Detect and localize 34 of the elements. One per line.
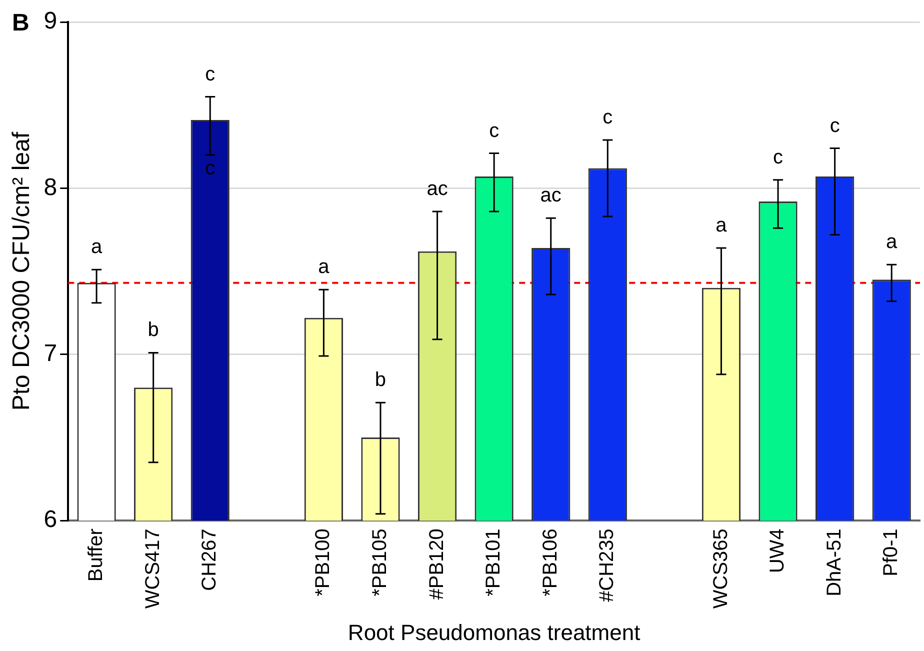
x-tick-label: Buffer: [85, 528, 108, 582]
annotation: c: [489, 120, 500, 142]
x-tick-label: WCS365: [710, 528, 732, 609]
annotation: b: [374, 369, 386, 392]
x-tick-label: WCS417: [142, 528, 164, 609]
x-tick-label: *PB100: [312, 528, 334, 596]
annotation: a: [716, 214, 728, 237]
annotation: a: [886, 231, 898, 254]
x-tick-label: UW4: [766, 528, 789, 574]
x-axis-title: Root Pseudomonas treatment: [348, 620, 640, 645]
x-tick-label: *PB105: [369, 528, 392, 596]
y-tick-label: 7: [44, 340, 58, 368]
x-tick-label: CH267: [198, 528, 221, 591]
annotation: c: [773, 146, 784, 168]
x-tick-label: DhA-51: [823, 528, 846, 596]
annotation: b: [148, 319, 159, 342]
annotation: ac: [540, 184, 562, 207]
y-axis-title: Pto DC3000 CFU/cm² leaf: [8, 132, 36, 411]
annotation: c: [602, 106, 613, 129]
x-tick-label: *PB101: [482, 528, 505, 596]
annotation: c: [830, 114, 840, 137]
y-tick-label: 6: [44, 506, 58, 534]
x-tick-label: *PB106: [539, 528, 562, 596]
text: B: [12, 10, 30, 37]
annotation: ac: [426, 178, 448, 200]
x-tick-label: Pf0-1: [880, 528, 902, 576]
annotation: c: [205, 157, 216, 180]
x-tick-label: #PB120: [426, 528, 448, 600]
annotation: c: [205, 63, 216, 86]
annotation: a: [318, 256, 330, 278]
y-tick-label: 9: [44, 8, 58, 35]
x-tick-label: #CH235: [596, 528, 618, 602]
annotation: a: [90, 236, 103, 258]
y-tick-label: 8: [44, 174, 58, 201]
